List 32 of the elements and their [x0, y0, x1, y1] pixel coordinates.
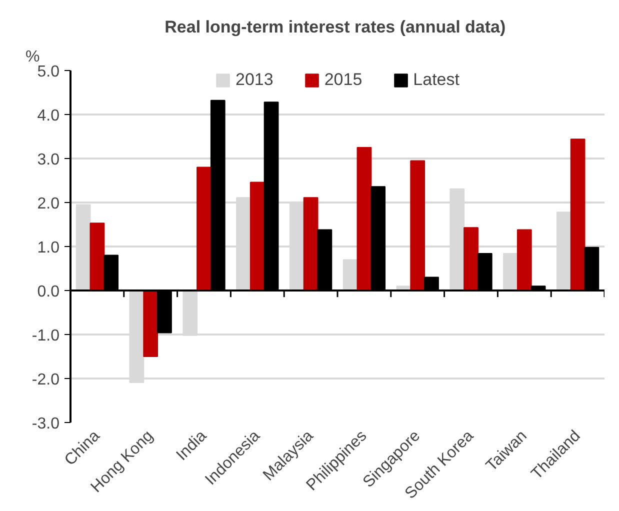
- bar: [250, 182, 265, 291]
- bar: [236, 197, 251, 291]
- bar: [570, 138, 586, 291]
- bar: [410, 160, 426, 291]
- bar: [303, 197, 318, 291]
- bar: [450, 188, 465, 291]
- y-axis-title: %: [26, 48, 40, 66]
- chart-title: Real long-term interest rates (annual data): [164, 18, 506, 36]
- y-tick-label: 4.0: [37, 108, 60, 124]
- y-tick-label: -1.0: [32, 328, 60, 344]
- y-tick-label: 5.0: [37, 64, 60, 80]
- bar: [90, 222, 105, 291]
- bar: [464, 227, 478, 291]
- bar: [289, 202, 304, 291]
- legend-label: 2015: [324, 70, 362, 90]
- y-tick-label: 1.0: [37, 240, 60, 256]
- bar: [76, 204, 91, 291]
- y-tick-label: 3.0: [37, 152, 60, 168]
- legend-label: Latest: [413, 70, 460, 90]
- bar: [516, 229, 532, 291]
- bar: [143, 290, 158, 357]
- y-tick-label: 2.0: [37, 196, 60, 212]
- bar: [342, 259, 358, 291]
- legend-label: 2013: [236, 70, 274, 90]
- y-tick-label: -2.0: [32, 372, 60, 388]
- bar: [182, 290, 198, 336]
- bar: [503, 253, 518, 291]
- bar: [556, 212, 572, 291]
- y-tick-label: -3.0: [32, 416, 60, 432]
- y-tick-label: 0.0: [37, 284, 60, 300]
- bar: [356, 147, 372, 291]
- bar: [196, 166, 212, 291]
